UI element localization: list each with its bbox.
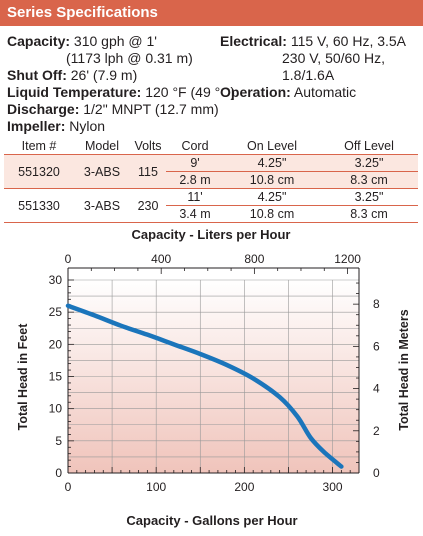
liquid-temperature-label: Liquid Temperature:	[7, 84, 142, 100]
on-level-cm-cell: 10.8 cm	[224, 171, 320, 189]
header-item: Item #	[21, 138, 57, 153]
table-header-row: Item # Model Volts Cord On Level Off Lev…	[4, 137, 418, 155]
right-tick-label: 4	[373, 382, 380, 396]
discharge-label: Discharge:	[7, 101, 80, 117]
electrical-line1: 115 V, 60 Hz, 3.5A	[290, 33, 407, 49]
electrical-line3: 1.8/1.6A	[282, 67, 335, 83]
item-cell: 551330	[4, 188, 74, 223]
right-tick-label: 8	[373, 297, 380, 311]
discharge-value: 1/2" MNPT (12.7 mm)	[83, 101, 219, 117]
off-level-cm-cell: 8.3 cm	[320, 171, 418, 189]
y-tick-label: 20	[49, 337, 63, 351]
model-specs-table: Item # Model Volts Cord On Level Off Lev…	[4, 137, 418, 223]
y-tick-label: 10	[49, 402, 63, 416]
off-level-in-cell: 3.25"	[320, 188, 418, 206]
axes	[67, 267, 360, 474]
table-row: 551330 3-ABS 230 11' 4.25" 3.25"	[4, 188, 418, 223]
y-tick-label: 5	[55, 434, 62, 448]
header-cord: Cord	[181, 138, 209, 153]
y-tick-label: 25	[49, 305, 63, 319]
x-tick-label: 0	[65, 480, 72, 494]
operation-value: Automatic	[293, 84, 357, 100]
series-line	[65, 303, 344, 469]
capacity-metric: (1173 lph @ 0.31 m)	[66, 50, 193, 66]
y-tick-label: 30	[49, 273, 63, 287]
impeller-label: Impeller:	[7, 118, 66, 134]
liquid-temperature-spec: Liquid Temperature: 120 °F (49 °C)	[7, 84, 235, 100]
header-on-level: On Level	[246, 138, 298, 153]
top-tick-label: 400	[151, 252, 171, 266]
electrical-spec: Electrical: 115 V, 60 Hz, 3.5A	[220, 33, 406, 49]
capacity-value: 310 gph @ 1'	[73, 33, 157, 49]
header-volts: Volts	[134, 138, 162, 153]
grid-lines	[68, 279, 359, 474]
impeller-value: Nylon	[69, 118, 106, 134]
cord-ft-cell: 9'	[166, 154, 224, 172]
on-level-in-cell: 4.25"	[224, 154, 320, 172]
liquid-temperature-value: 120 °F (49 °C)	[145, 84, 235, 100]
chart-title: Capacity - Liters per Hour	[132, 227, 291, 242]
on-level-in-cell: 4.25"	[224, 188, 320, 206]
x-axis-label: Capacity - Gallons per Hour	[126, 513, 297, 528]
capacity-label: Capacity:	[7, 33, 71, 49]
cord-ft-cell: 11'	[166, 188, 224, 206]
y-tick-label: 0	[55, 466, 62, 480]
right-tick-label: 6	[373, 339, 380, 353]
top-tick-label: 800	[244, 252, 264, 266]
shutoff-label: Shut Off:	[7, 67, 67, 83]
on-level-cm-cell: 10.8 cm	[224, 205, 320, 223]
right-tick-label: 2	[373, 424, 380, 438]
operation-spec: Operation: Automatic	[220, 84, 356, 100]
shutoff-value: 26' (7.9 m)	[70, 67, 138, 83]
shutoff-spec: Shut Off: 26' (7.9 m)	[7, 67, 137, 83]
top-tick-label: 0	[65, 252, 72, 266]
header-model: Model	[84, 138, 120, 153]
table-row: 551320 3-ABS 115 9' 4.25" 3.25"	[4, 154, 418, 189]
volts-cell: 115	[130, 154, 166, 189]
x-tick-label: 300	[323, 480, 343, 494]
table-row: 3.4 m 10.8 cm 8.3 cm	[4, 205, 418, 223]
model-cell: 3-ABS	[74, 188, 130, 223]
right-tick-label: 0	[373, 466, 380, 480]
off-level-in-cell: 3.25"	[320, 154, 418, 172]
cord-m-cell: 3.4 m	[166, 205, 224, 223]
cord-m-cell: 2.8 m	[166, 171, 224, 189]
header-off-level: Off Level	[344, 138, 394, 153]
item-cell: 551320	[4, 154, 74, 189]
y-tick-label: 15	[49, 370, 63, 384]
electrical-line2: 230 V, 50/60 Hz,	[282, 50, 386, 66]
y-axis-right-label: Total Head in Meters	[397, 309, 411, 430]
x-tick-label: 100	[146, 480, 166, 494]
series-specifications-header: Series Specifications	[0, 0, 423, 26]
electrical-label: Electrical:	[220, 33, 287, 49]
y-axis-label: Total Head in Feet	[16, 323, 30, 431]
volts-cell: 230	[130, 188, 166, 223]
table-row: 2.8 m 10.8 cm 8.3 cm	[4, 171, 418, 189]
discharge-spec: Discharge: 1/2" MNPT (12.7 mm)	[7, 101, 219, 117]
off-level-cm-cell: 8.3 cm	[320, 205, 418, 223]
performance-curve-chart: Capacity - Liters per Hour 0510152025300…	[16, 227, 411, 528]
top-tick-label: 1200	[334, 252, 361, 266]
x-tick-label: 200	[234, 480, 254, 494]
capacity-spec: Capacity: 310 gph @ 1'	[7, 33, 157, 49]
impeller-spec: Impeller: Nylon	[7, 118, 105, 134]
model-cell: 3-ABS	[74, 154, 130, 189]
operation-label: Operation:	[220, 84, 291, 100]
